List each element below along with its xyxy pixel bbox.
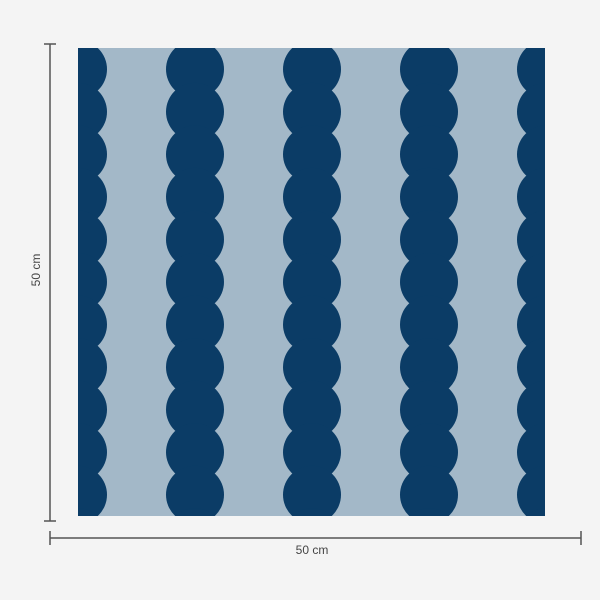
- scallop-circle: [283, 167, 341, 226]
- scallop-circle: [517, 423, 545, 482]
- scallop-circle: [517, 82, 545, 141]
- scallop-circle: [400, 167, 458, 226]
- scallop-circle: [166, 423, 224, 482]
- scallop-circle: [517, 48, 545, 99]
- scallop-circle: [283, 125, 341, 184]
- scallop-circle: [400, 380, 458, 439]
- scallop-circle: [517, 125, 545, 184]
- scallop-circle: [400, 210, 458, 269]
- scallop-circle: [166, 48, 224, 99]
- dark-stripe-column: [517, 48, 545, 516]
- tile-pattern: [78, 48, 545, 516]
- scallop-circle: [517, 295, 545, 354]
- scallop-circle: [409, 48, 449, 56]
- scallop-circle: [166, 82, 224, 141]
- scallop-circle: [166, 465, 224, 516]
- scallop-circle: [409, 508, 449, 516]
- scallop-circle: [517, 338, 545, 397]
- scallop-circle: [78, 508, 98, 516]
- scallop-circle: [517, 167, 545, 226]
- scallop-circle: [292, 48, 332, 56]
- scallop-circle: [526, 48, 545, 56]
- dark-stripe-column: [400, 48, 458, 516]
- scallop-circle: [283, 338, 341, 397]
- scallop-circle: [283, 295, 341, 354]
- scallop-circle: [517, 253, 545, 311]
- dark-stripe-column: [283, 48, 341, 516]
- scallop-circle: [166, 380, 224, 439]
- scallop-circle: [526, 508, 545, 516]
- dark-stripe-column: [166, 48, 224, 516]
- scallop-circle: [175, 48, 215, 56]
- scallop-circle: [400, 295, 458, 354]
- dark-stripe-column: [78, 48, 107, 516]
- scallop-circle: [283, 423, 341, 482]
- scallop-circle: [400, 338, 458, 397]
- height-dimension-line: [44, 43, 56, 522]
- scallop-circle: [292, 508, 332, 516]
- scallop-circle: [283, 210, 341, 269]
- height-label: 50 cm: [29, 254, 43, 287]
- scallop-circle: [78, 465, 107, 516]
- scallop-circle: [517, 380, 545, 439]
- scallop-circle: [166, 338, 224, 397]
- scallop-circle: [78, 48, 98, 56]
- scallop-circle: [400, 48, 458, 99]
- scallop-circle: [283, 380, 341, 439]
- scallop-circle: [283, 82, 341, 141]
- scallop-circle: [166, 167, 224, 226]
- width-label: 50 cm: [296, 543, 329, 557]
- scallop-circle: [283, 253, 341, 311]
- scallop-circle: [283, 465, 341, 516]
- scallop-circle: [400, 253, 458, 311]
- scallop-circle: [400, 125, 458, 184]
- scallop-circle: [400, 423, 458, 482]
- scallop-circle: [166, 210, 224, 269]
- scallop-circle: [166, 125, 224, 184]
- scallop-circle: [400, 465, 458, 516]
- scallop-circle: [166, 253, 224, 311]
- scallop-circle: [517, 210, 545, 269]
- scallop-circle: [283, 48, 341, 99]
- scallop-circle: [400, 82, 458, 141]
- scallop-circle: [517, 465, 545, 516]
- width-dimension-line: [49, 531, 582, 545]
- dark-scalloped-stripes: [78, 48, 545, 516]
- scallop-circle: [175, 508, 215, 516]
- scallop-circle: [166, 295, 224, 354]
